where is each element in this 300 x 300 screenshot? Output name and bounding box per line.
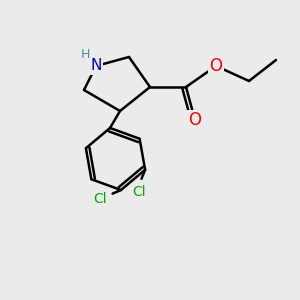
Text: N: N bbox=[90, 58, 102, 74]
Text: Cl: Cl bbox=[132, 185, 146, 199]
Text: Cl: Cl bbox=[93, 192, 107, 206]
Text: O: O bbox=[188, 111, 202, 129]
Text: O: O bbox=[209, 57, 223, 75]
Text: H: H bbox=[81, 47, 90, 61]
